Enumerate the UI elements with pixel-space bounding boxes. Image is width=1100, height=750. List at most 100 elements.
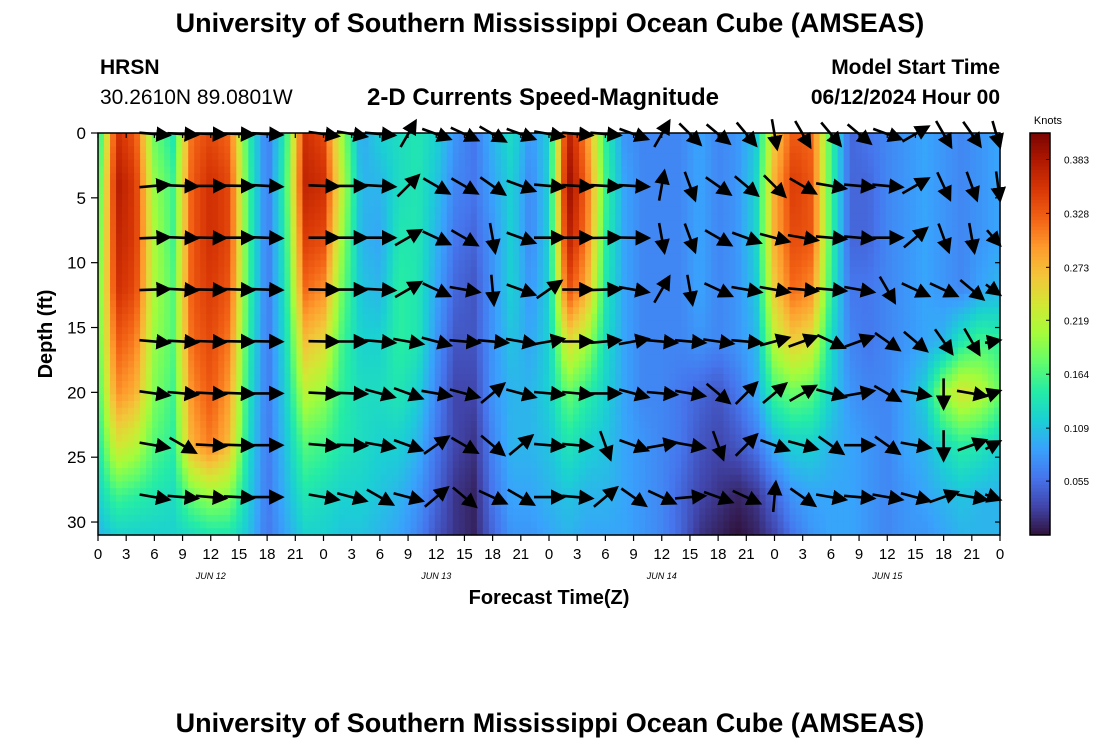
heatmap-cell (771, 300, 779, 308)
heatmap-cell (717, 334, 724, 342)
heatmap-cell (254, 213, 261, 221)
heatmap-cell (488, 213, 496, 221)
heatmap-cell (855, 206, 863, 214)
heatmap-cell (248, 206, 255, 214)
heatmap-cell (615, 313, 622, 322)
heatmap-cell (765, 246, 773, 255)
heatmap-cell (152, 146, 159, 154)
heatmap-cell (987, 327, 995, 335)
heatmap-cell (747, 313, 755, 322)
heatmap-cell (729, 327, 737, 335)
heatmap-cell (555, 246, 562, 255)
heatmap-cell (368, 200, 376, 208)
heatmap-cell (368, 179, 376, 188)
heatmap-cell (939, 280, 947, 288)
heatmap-cell (128, 260, 135, 268)
heatmap-cell (675, 260, 682, 268)
heatmap-cell (302, 186, 310, 194)
heatmap-cell (699, 246, 706, 255)
heatmap-cell (729, 206, 737, 214)
heatmap-cell (639, 253, 646, 261)
heatmap-cell (464, 246, 472, 255)
heatmap-cell (729, 300, 737, 308)
heatmap-cell (284, 327, 292, 335)
heatmap-cell (723, 347, 730, 355)
heatmap-cell (627, 146, 634, 154)
heatmap-cell (284, 186, 292, 194)
heatmap-cell (723, 166, 730, 174)
heatmap-cell (825, 293, 833, 302)
heatmap-cell (308, 354, 316, 362)
heatmap-cell (284, 340, 292, 348)
heatmap-cell (969, 233, 977, 241)
heatmap-cell (879, 159, 887, 168)
heatmap-cell (669, 206, 676, 214)
heatmap-cell (615, 139, 622, 147)
heatmap-cell (98, 246, 105, 255)
heatmap-cell (573, 307, 580, 315)
heatmap-cell (524, 293, 532, 302)
heatmap-cell (458, 287, 466, 295)
heatmap-cell (188, 267, 195, 275)
heatmap-cell (140, 267, 147, 275)
heatmap-cell (224, 293, 231, 302)
heatmap-cell (567, 334, 574, 342)
heatmap-cell (458, 300, 466, 308)
heatmap-cell (951, 220, 959, 228)
heatmap-cell (266, 267, 273, 275)
heatmap-cell (807, 146, 815, 154)
heatmap-cell (885, 159, 893, 168)
heatmap-cell (260, 354, 267, 362)
heatmap-cell (939, 273, 947, 281)
heatmap-cell (530, 146, 538, 154)
heatmap-cell (891, 307, 899, 315)
heatmap-cell (903, 260, 911, 268)
heatmap-cell (458, 347, 466, 355)
heatmap-cell (128, 240, 135, 248)
heatmap-cell (248, 313, 255, 322)
heatmap-cell (182, 146, 189, 154)
heatmap-cell (555, 226, 562, 235)
heatmap-cell (506, 220, 514, 228)
heatmap-cell (170, 354, 177, 362)
heatmap-cell (747, 193, 755, 201)
heatmap-cell (464, 273, 472, 281)
heatmap-cell (530, 313, 538, 322)
heatmap-cell (422, 133, 430, 141)
heatmap-cell (561, 307, 568, 315)
heatmap-cell (975, 200, 983, 208)
heatmap-cell (573, 200, 580, 208)
heatmap-cell (747, 213, 755, 221)
heatmap-cell (639, 220, 646, 228)
heatmap-cell (308, 300, 316, 308)
heatmap-cell (200, 320, 207, 328)
heatmap-cell (416, 233, 424, 241)
heatmap-cell (915, 139, 923, 147)
heatmap-cell (873, 313, 881, 322)
heatmap-cell (134, 287, 141, 295)
heatmap-cell (855, 240, 863, 248)
heatmap-cell (777, 273, 785, 281)
heatmap-cell (512, 246, 520, 255)
heatmap-cell (134, 206, 141, 214)
heatmap-cell (777, 260, 785, 268)
heatmap-cell (897, 267, 905, 275)
heatmap-cell (717, 253, 724, 261)
heatmap-cell (705, 287, 712, 295)
heatmap-cell (855, 293, 863, 302)
heatmap-cell (476, 307, 484, 315)
heatmap-cell (807, 267, 815, 275)
heatmap-cell (753, 153, 761, 161)
heatmap-cell (410, 293, 418, 302)
heatmap-cell (152, 334, 159, 342)
heatmap-cell (266, 347, 273, 355)
heatmap-cell (891, 159, 899, 168)
heatmap-cell (296, 246, 304, 255)
heatmap-cell (254, 226, 261, 235)
heatmap-cell (807, 273, 815, 281)
heatmap-cell (783, 186, 791, 194)
heatmap-cell (567, 246, 574, 255)
heatmap-cell (260, 267, 267, 275)
heatmap-cell (98, 293, 105, 302)
heatmap-cell (446, 260, 454, 268)
